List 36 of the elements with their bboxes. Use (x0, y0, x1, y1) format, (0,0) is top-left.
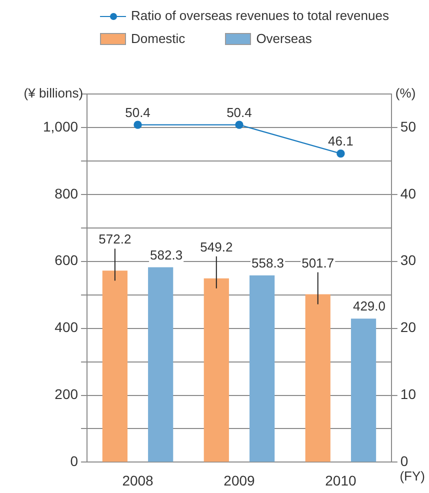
data-label: 558.3 (252, 255, 284, 270)
data-label: 501.7 (302, 255, 334, 270)
y-tick-label: 1,000 (42, 118, 78, 134)
data-label: 50.4 (226, 104, 252, 120)
bar (350, 318, 376, 462)
bar (250, 275, 275, 462)
x-tick-label: 2008 (122, 472, 154, 488)
y-tick-label: 600 (54, 252, 78, 268)
y-axis-title: (¥ billions) (24, 86, 84, 101)
y-tick-label: 0 (70, 453, 78, 470)
data-label: 429.0 (352, 298, 386, 314)
legend-label: Overseas (256, 31, 312, 46)
y-tick-label: 800 (54, 185, 78, 202)
y2-tick-label: 0 (400, 453, 408, 470)
data-label: 582.3 (150, 247, 183, 262)
data-label: 46.1 (328, 134, 354, 149)
y-tick-label: 200 (54, 386, 78, 402)
y2-tick-label: 20 (400, 319, 416, 336)
bar (305, 294, 330, 462)
y2-tick-label: 40 (400, 185, 416, 202)
y-tick-label: 400 (54, 319, 78, 336)
y2-axis-title: (%) (395, 86, 416, 101)
y2-tick-label: 30 (400, 252, 416, 268)
y2-tick-label: 50 (400, 118, 416, 134)
x-axis-title: (FY) (400, 468, 425, 484)
legend-label: Ratio of overseas revenues to total revenues (131, 8, 389, 23)
bar (204, 278, 229, 462)
bar (148, 267, 174, 462)
data-label: 50.4 (125, 104, 150, 120)
data-label: 572.2 (98, 232, 132, 247)
legend-label: Domestic (131, 31, 186, 46)
x-tick-label: 2009 (224, 472, 256, 488)
y2-tick-label: 10 (400, 386, 416, 402)
x-tick-label: 2010 (325, 472, 356, 488)
bar (102, 270, 128, 462)
data-label: 549.2 (200, 239, 233, 254)
